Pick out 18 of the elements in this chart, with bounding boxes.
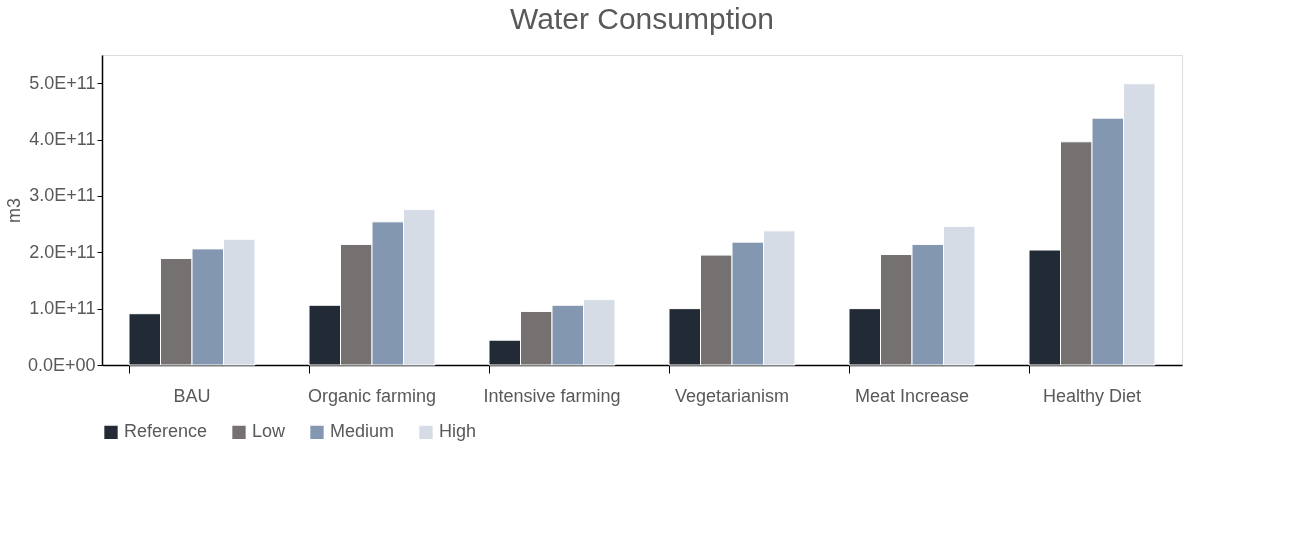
y-tick-label: 3.0E+11 bbox=[29, 185, 96, 206]
x-tick-label: BAU bbox=[173, 385, 211, 406]
legend-label: High bbox=[439, 421, 477, 442]
x-tick-label: Vegetarianism bbox=[674, 385, 790, 406]
legend-label: Reference bbox=[124, 421, 208, 442]
y-axis-title: m3 bbox=[3, 197, 24, 224]
legend-label: Medium bbox=[330, 421, 395, 442]
y-tick-label: 5.0E+11 bbox=[29, 72, 96, 93]
x-tick-label: Organic farming bbox=[307, 385, 437, 406]
y-tick-label: 2.0E+11 bbox=[29, 241, 96, 262]
chart-title: Water Consumption bbox=[510, 2, 774, 35]
x-tick-label: Meat Increase bbox=[854, 385, 970, 406]
x-tick-label: Intensive farming bbox=[483, 385, 621, 406]
x-tick-label: Healthy Diet bbox=[1042, 385, 1142, 406]
legend-label: Low bbox=[252, 421, 287, 442]
y-tick-label: 1.0E+11 bbox=[29, 298, 96, 319]
y-tick-label: 4.0E+11 bbox=[29, 129, 96, 150]
y-tick-label: 0.0E+00 bbox=[27, 354, 96, 375]
